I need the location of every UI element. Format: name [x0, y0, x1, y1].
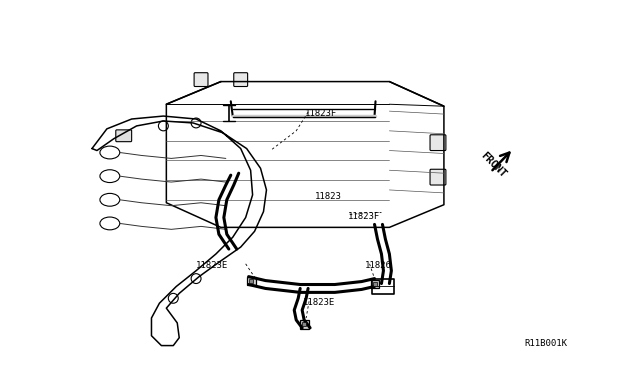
- Text: 11823F: 11823F: [305, 109, 337, 118]
- Bar: [371, 280, 380, 288]
- Bar: [246, 277, 255, 285]
- Text: 11826: 11826: [365, 261, 392, 270]
- Text: 11823E: 11823E: [196, 261, 228, 270]
- Text: 11823: 11823: [315, 192, 342, 201]
- FancyBboxPatch shape: [430, 169, 446, 185]
- Text: FRONT: FRONT: [479, 151, 508, 180]
- Text: 11823E: 11823E: [303, 298, 335, 307]
- Text: 11823F: 11823F: [348, 212, 380, 221]
- FancyBboxPatch shape: [430, 135, 446, 151]
- Text: R11B001K: R11B001K: [525, 339, 568, 347]
- FancyBboxPatch shape: [116, 130, 132, 142]
- FancyBboxPatch shape: [234, 73, 248, 87]
- FancyBboxPatch shape: [194, 73, 208, 87]
- Bar: [300, 320, 309, 329]
